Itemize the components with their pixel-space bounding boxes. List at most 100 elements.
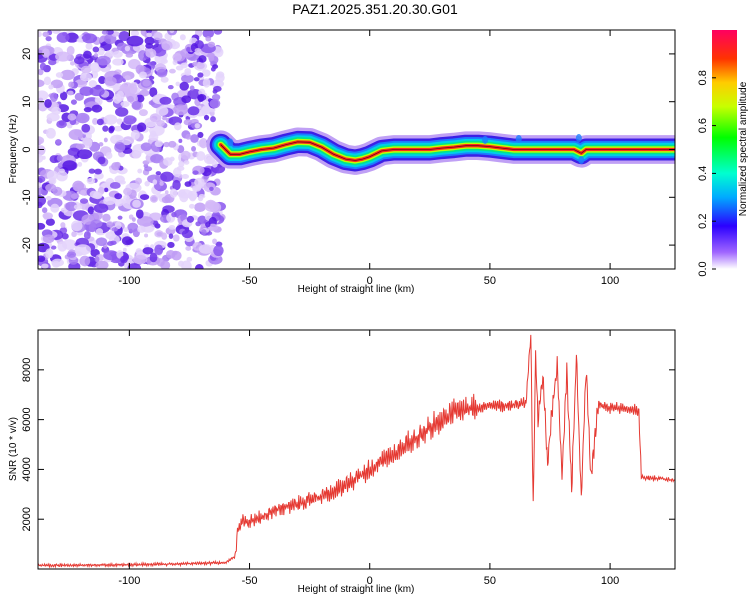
noise-blob xyxy=(181,74,194,84)
noise-blob xyxy=(60,69,75,81)
ridge-lobe xyxy=(575,134,582,143)
noise-blob xyxy=(83,107,92,113)
noise-blob xyxy=(112,51,123,58)
noise-blob xyxy=(79,255,91,267)
snr-panel: -100 -50 0 50 100 2000 4000 6000 8000 Height of … xyxy=(8,329,676,595)
noise-blob xyxy=(48,84,54,90)
noise-blob xyxy=(146,32,153,38)
noise-blob xyxy=(131,100,142,110)
noise-blob xyxy=(106,241,114,247)
spectrogram-ytick-label: -10 xyxy=(21,189,33,205)
noise-blob xyxy=(187,106,200,116)
noise-blob xyxy=(56,170,68,182)
noise-blob xyxy=(184,181,192,187)
noise-blob xyxy=(131,217,136,222)
noise-blob xyxy=(203,114,210,121)
noise-blob xyxy=(96,118,104,126)
ridge-center-line xyxy=(220,141,675,161)
noise-blob xyxy=(171,211,177,218)
noise-blob xyxy=(136,216,154,227)
noise-blob xyxy=(132,254,148,265)
colorbar-tick-label: 0.6 xyxy=(697,118,709,133)
noise-blob xyxy=(105,231,117,240)
noise-blob xyxy=(103,187,109,193)
spectrogram-xtick-label: 0 xyxy=(367,275,373,287)
noise-blob xyxy=(149,252,158,263)
noise-blob xyxy=(125,52,134,58)
noise-blob xyxy=(128,83,138,94)
noise-blob xyxy=(92,117,99,125)
snr-frame xyxy=(37,329,676,570)
noise-blob xyxy=(38,195,47,207)
noise-blob xyxy=(135,209,144,219)
spectrogram-xtick-label: 50 xyxy=(484,275,496,287)
noise-blob xyxy=(194,264,204,269)
snr-xtick-label: 100 xyxy=(601,575,619,587)
noise-blob xyxy=(85,42,93,50)
noise-blob xyxy=(59,91,68,101)
noise-blob xyxy=(41,207,48,214)
noise-blob xyxy=(130,30,140,37)
noise-blob xyxy=(213,245,224,257)
noise-blob xyxy=(56,120,67,129)
noise-blob xyxy=(142,79,151,87)
noise-blob xyxy=(153,46,167,57)
noise-blob xyxy=(39,62,47,71)
noise-blob xyxy=(195,221,201,227)
colorbar: 0.0 0.2 0.4 0.6 0.8 Normalized spectral ampl… xyxy=(697,30,749,277)
noise-blob xyxy=(186,46,191,52)
noise-blob xyxy=(38,175,46,183)
noise-blob xyxy=(77,161,83,167)
noise-blob xyxy=(181,229,193,239)
noise-blob xyxy=(101,30,109,35)
noise-blob xyxy=(90,219,103,228)
noise-blob xyxy=(149,87,158,98)
noise-blob xyxy=(144,233,149,238)
noise-blob xyxy=(127,263,142,269)
noise-blob xyxy=(103,250,119,261)
noise-blob xyxy=(159,181,164,186)
noise-blob xyxy=(197,131,204,139)
noise-blob xyxy=(172,179,181,191)
noise-blob xyxy=(147,174,161,184)
noise-blob xyxy=(69,61,76,66)
noise-blob xyxy=(45,127,56,139)
spectrogram-xtick-label: 100 xyxy=(601,275,619,287)
noise-blob xyxy=(109,182,121,189)
noise-blob xyxy=(38,31,42,38)
noise-blob xyxy=(105,50,114,57)
noise-blob xyxy=(93,168,103,175)
noise-blob xyxy=(95,237,108,247)
noise-blob xyxy=(138,109,148,117)
noise-blob xyxy=(38,79,45,88)
noise-blob xyxy=(51,258,64,267)
noise-blob xyxy=(144,180,150,187)
noise-blob xyxy=(70,99,77,105)
snr-xtick-label: 0 xyxy=(367,575,373,587)
noise-blob xyxy=(91,104,103,113)
noise-blob xyxy=(142,247,154,255)
colorbar-tick-label: 0.8 xyxy=(697,70,709,85)
noise-blob xyxy=(178,161,185,168)
noise-blob xyxy=(122,247,127,252)
noise-blob xyxy=(67,147,80,157)
noise-blob xyxy=(121,236,133,246)
noise-blob xyxy=(70,193,80,200)
noise-blob xyxy=(179,81,189,91)
noise-blob xyxy=(58,168,65,174)
noise-blob xyxy=(132,150,142,159)
noise-blob xyxy=(216,71,225,78)
noise-blob xyxy=(185,133,192,140)
noise-blob xyxy=(148,75,155,80)
noise-blob xyxy=(169,156,175,162)
noise-blob xyxy=(94,256,100,263)
noise-blob xyxy=(127,95,134,103)
noise-blob xyxy=(66,45,75,56)
noise-blob xyxy=(120,101,130,107)
spectrogram-ridge xyxy=(206,127,675,175)
snr-xlabel: Height of straight line (km) xyxy=(298,584,415,595)
noise-blob xyxy=(93,203,109,214)
noise-blob xyxy=(191,145,197,152)
spectrogram-ytick-label: 20 xyxy=(21,48,33,60)
